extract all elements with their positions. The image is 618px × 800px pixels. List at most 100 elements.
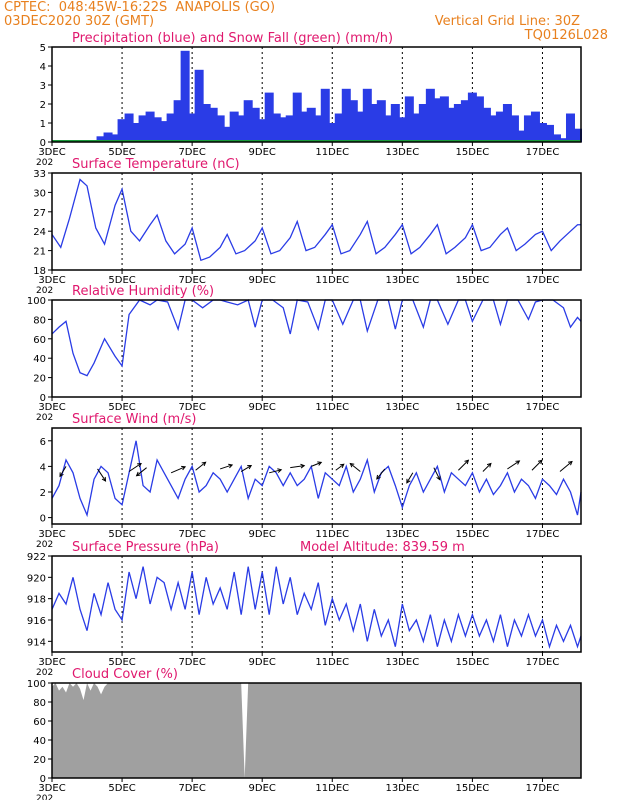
wind-arrowhead [486, 462, 492, 468]
x-tick-label: 7DEC [178, 529, 205, 540]
precip-bar [481, 107, 491, 142]
panel-frame [51, 46, 582, 143]
precip-bar [194, 69, 204, 142]
panel-frame [51, 682, 582, 779]
precip-bar [551, 134, 561, 142]
precip-bar [124, 113, 134, 142]
y-tick-label: 920 [27, 573, 46, 584]
precip-bar [537, 123, 547, 142]
wind-arrow [269, 469, 282, 474]
model-altitude-label: Model Altitude: 839.59 m [300, 540, 465, 555]
y-tick-label: 100 [27, 296, 46, 307]
station-header: CPTEC: 048:45W-16:22S ANAPOLIS (GO) [4, 0, 276, 15]
x-tick-label: 13DEC [385, 147, 419, 158]
wind-arrow [220, 464, 233, 470]
x-tick-label: 5DEC [108, 402, 135, 413]
precip-bar [411, 113, 421, 142]
precip-bar [264, 92, 274, 142]
wind-arrowhead [406, 478, 411, 484]
precip-bar [439, 96, 449, 142]
y-tick-label: 5 [40, 43, 46, 54]
year-label: 202 [36, 158, 53, 168]
year-label: 202 [36, 540, 53, 550]
precip-bar [369, 104, 379, 142]
panel-rh: 0 20 40 60 80 100 3DEC 5DEC 7DEC 9DEC 11DEC 13DEC 15… [27, 284, 582, 423]
precip-bar [313, 115, 323, 142]
precip-bar [397, 117, 407, 142]
x-tick-label: 13DEC [385, 783, 419, 794]
panel-frame [51, 172, 582, 271]
wind-arrow [559, 461, 573, 472]
y-tick-label: 4 [40, 462, 46, 473]
x-tick-label: 7DEC [178, 783, 205, 794]
precip-bar [509, 115, 519, 142]
wind-arrowhead [59, 472, 64, 478]
y-tick-label: 18 [33, 266, 46, 277]
y-tick-label: 922 [27, 552, 46, 563]
y-tick-label: 4 [40, 62, 46, 73]
precip-bar [180, 50, 190, 142]
precip-bar [383, 115, 393, 142]
precip-bar [166, 113, 176, 142]
precip-bar [495, 111, 505, 142]
precip-bar [425, 88, 435, 142]
y-tick-label: 20 [33, 755, 46, 766]
x-tick-label: 5DEC [108, 147, 135, 158]
panel-title: Surface Pressure (hPa) [72, 540, 219, 555]
precip-bar [285, 115, 295, 142]
precip-bar [453, 104, 463, 142]
panel-temp: 18 21 24 27 30 33 3DEC 5DEC 7DEC 9DEC 11DEC 13DEC 15… [33, 157, 582, 296]
wind-series-line [51, 440, 582, 518]
x-tick-label: 13DEC [385, 402, 419, 413]
x-tick-label: 7DEC [178, 657, 205, 668]
vertical-grid-label: Vertical Grid Line: 30Z [434, 14, 580, 29]
wind-arrow [433, 467, 441, 480]
panel-title: Relative Humidity (%) [72, 284, 214, 299]
rh-series-line [51, 299, 582, 377]
panel-frame [51, 427, 582, 525]
precip-bar [110, 134, 120, 142]
wind-arrow [507, 460, 520, 470]
x-tick-label: 3DEC [38, 275, 65, 286]
precip-bar [215, 115, 225, 142]
wind-arrowhead [201, 461, 207, 467]
wind-arrow [136, 467, 147, 477]
y-tick-label: 20 [33, 374, 46, 385]
precip-bar [362, 88, 372, 142]
y-tick-label: 24 [33, 227, 46, 238]
panel-cloud: 0 20 40 60 80 100 3DEC 5DEC 7DEC 9DEC 11DEC 13DEC 15… [27, 667, 582, 800]
pres-series-line [51, 566, 582, 649]
y-tick-label: 2 [40, 100, 46, 111]
x-tick-label: 9DEC [249, 529, 276, 540]
x-tick-label: 17DEC [526, 783, 560, 794]
y-tick-label: 40 [33, 354, 46, 365]
precip-bar [516, 130, 526, 142]
precip-bar [292, 92, 302, 142]
panel-title: Surface Temperature (nC) [72, 157, 240, 172]
year-label: 202 [36, 794, 53, 800]
wind-arrow [531, 459, 543, 471]
model-code-label: TQ0126L028 [524, 28, 608, 43]
precip-bar [208, 107, 218, 142]
wind-arrowhead [317, 461, 323, 466]
wind-arrowhead [537, 459, 543, 465]
wind-arrow [97, 468, 106, 482]
precip-bar [474, 96, 484, 142]
wind-arrow [458, 459, 469, 471]
x-tick-label: 11DEC [315, 529, 349, 540]
precip-bar [145, 111, 155, 142]
y-tick-label: 33 [33, 169, 46, 180]
precip-bar [187, 113, 197, 142]
wind-arrow [335, 463, 345, 471]
precip-bar [222, 126, 232, 142]
wind-arrow [59, 466, 67, 477]
x-tick-label: 11DEC [315, 783, 349, 794]
precip-bar [250, 107, 260, 142]
run-date-label: 03DEC2020 30Z (GMT) [4, 14, 155, 29]
y-tick-label: 0 [40, 514, 46, 525]
precip-bar [236, 115, 246, 142]
precip-bar [334, 113, 344, 142]
precip-bar [103, 132, 113, 142]
panel-title: Precipitation (blue) and Snow Fall (gree… [72, 31, 393, 46]
